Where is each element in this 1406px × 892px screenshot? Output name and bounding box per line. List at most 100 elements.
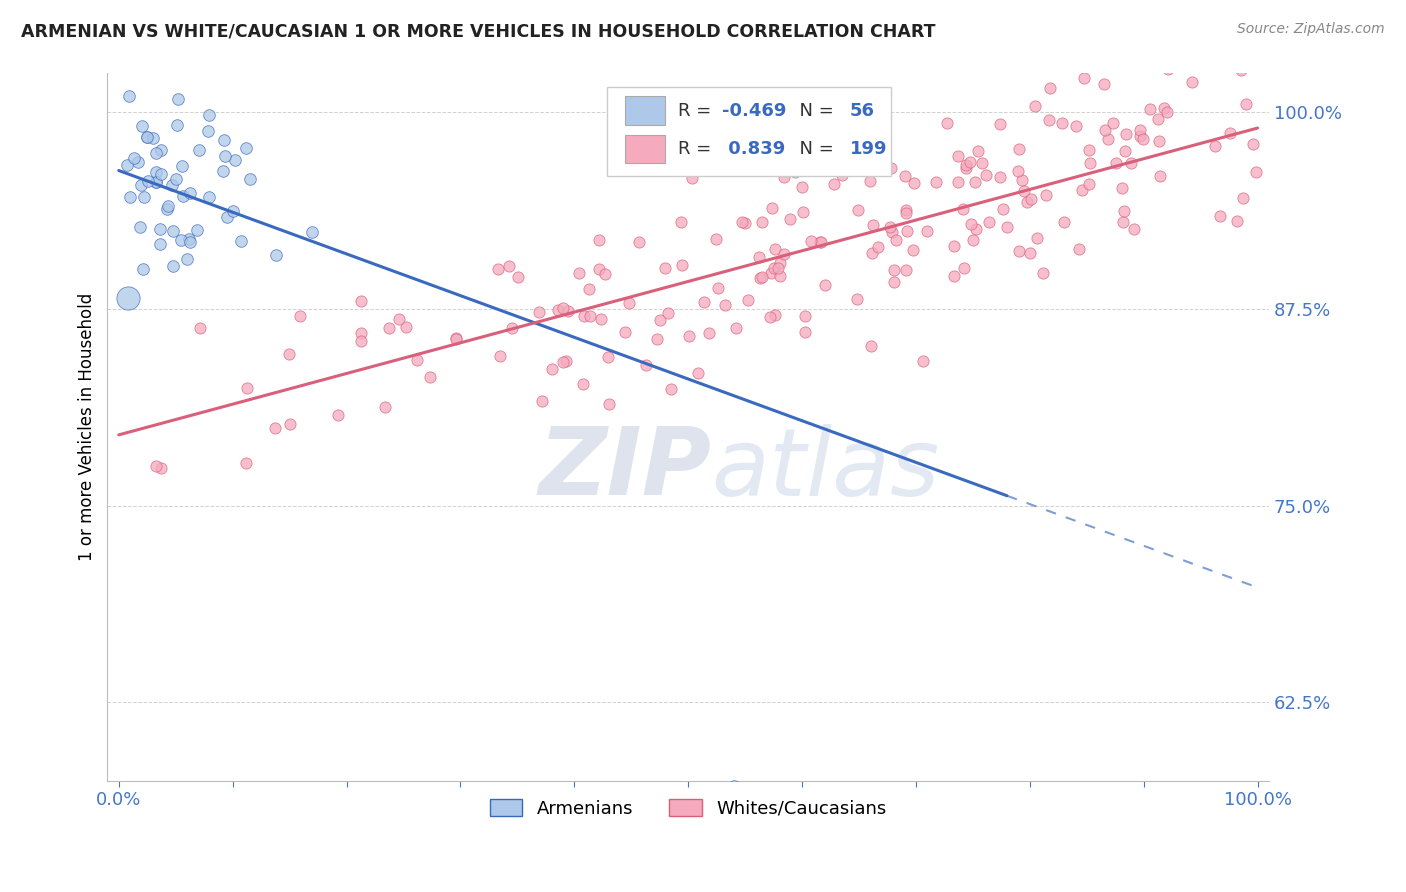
Point bbox=[166, 118, 188, 132]
Point bbox=[579, 309, 602, 323]
Point bbox=[264, 248, 287, 262]
Point bbox=[879, 161, 901, 175]
Point bbox=[1026, 231, 1049, 245]
Point bbox=[1011, 173, 1033, 187]
Point bbox=[1147, 112, 1170, 127]
Point bbox=[540, 362, 562, 376]
Point bbox=[730, 111, 752, 125]
FancyBboxPatch shape bbox=[626, 96, 665, 125]
Point bbox=[444, 332, 467, 346]
Point bbox=[1114, 203, 1136, 218]
Point bbox=[1066, 119, 1088, 133]
Point bbox=[157, 198, 180, 212]
Point bbox=[489, 349, 512, 363]
Point bbox=[1012, 184, 1035, 198]
Point bbox=[773, 246, 796, 260]
Point bbox=[759, 310, 782, 324]
Point bbox=[713, 298, 735, 312]
Point bbox=[814, 278, 837, 293]
Point bbox=[328, 408, 350, 422]
Point bbox=[129, 178, 152, 192]
Point bbox=[859, 174, 882, 188]
Point bbox=[124, 151, 146, 165]
FancyBboxPatch shape bbox=[626, 135, 665, 163]
Point bbox=[1024, 98, 1046, 112]
Point bbox=[236, 381, 259, 395]
Point bbox=[901, 243, 924, 257]
Point bbox=[1032, 266, 1054, 280]
Text: N =: N = bbox=[787, 140, 839, 158]
Point bbox=[808, 235, 831, 249]
Text: ARMENIAN VS WHITE/CAUCASIAN 1 OR MORE VEHICLES IN HOUSEHOLD CORRELATION CHART: ARMENIAN VS WHITE/CAUCASIAN 1 OR MORE VE… bbox=[21, 22, 935, 40]
Point bbox=[1114, 145, 1136, 159]
Point bbox=[894, 203, 917, 218]
Point bbox=[1078, 156, 1101, 170]
Point bbox=[1094, 123, 1116, 137]
Point bbox=[1105, 155, 1128, 169]
Point bbox=[1181, 75, 1204, 89]
Point bbox=[145, 175, 167, 189]
Point bbox=[977, 215, 1000, 229]
Point bbox=[129, 219, 152, 234]
Point bbox=[763, 242, 786, 256]
Point bbox=[783, 165, 806, 179]
Point bbox=[278, 417, 301, 431]
Point bbox=[648, 313, 671, 327]
Point bbox=[659, 383, 682, 397]
Point bbox=[498, 259, 520, 273]
Point bbox=[725, 320, 748, 334]
Point bbox=[763, 308, 786, 322]
Point bbox=[444, 331, 467, 345]
Point bbox=[748, 271, 770, 285]
Text: R =: R = bbox=[678, 102, 717, 120]
Point bbox=[671, 258, 693, 272]
Point bbox=[350, 326, 373, 341]
Point bbox=[955, 158, 977, 172]
Point bbox=[555, 353, 578, 368]
Point bbox=[1017, 195, 1039, 210]
Point bbox=[350, 334, 373, 348]
Point bbox=[1219, 126, 1241, 140]
Point bbox=[773, 169, 796, 184]
Point bbox=[860, 339, 883, 353]
Point bbox=[1018, 246, 1040, 260]
Point bbox=[1038, 113, 1060, 128]
Point bbox=[657, 306, 679, 320]
Point bbox=[188, 321, 211, 335]
Legend: Armenians, Whites/Caucasians: Armenians, Whites/Caucasians bbox=[482, 792, 894, 825]
Point bbox=[508, 269, 530, 284]
Point bbox=[894, 263, 917, 277]
Point bbox=[1053, 215, 1076, 229]
Point bbox=[793, 309, 815, 323]
Point bbox=[214, 149, 236, 163]
Point bbox=[231, 234, 253, 248]
Point bbox=[156, 202, 179, 216]
Point bbox=[222, 204, 245, 219]
Point bbox=[1071, 183, 1094, 197]
Point bbox=[551, 355, 574, 369]
Point bbox=[617, 296, 640, 310]
Point bbox=[846, 202, 869, 217]
Point bbox=[145, 165, 167, 179]
Point bbox=[588, 262, 610, 277]
Point bbox=[212, 133, 235, 147]
Point bbox=[1156, 62, 1178, 76]
Point bbox=[993, 202, 1015, 216]
Point bbox=[176, 252, 198, 267]
Point bbox=[645, 332, 668, 346]
Point bbox=[1244, 165, 1267, 179]
Point bbox=[132, 190, 155, 204]
Point bbox=[955, 161, 977, 176]
Text: Source: ZipAtlas.com: Source: ZipAtlas.com bbox=[1237, 22, 1385, 37]
Point bbox=[942, 269, 965, 284]
Point bbox=[1241, 136, 1264, 151]
Point bbox=[766, 260, 789, 275]
Point bbox=[613, 325, 636, 339]
Point bbox=[1008, 142, 1031, 156]
Point bbox=[810, 235, 832, 249]
Point bbox=[188, 144, 211, 158]
Point bbox=[1007, 163, 1029, 178]
Point bbox=[593, 267, 616, 281]
Point bbox=[149, 167, 172, 181]
Point bbox=[884, 233, 907, 247]
